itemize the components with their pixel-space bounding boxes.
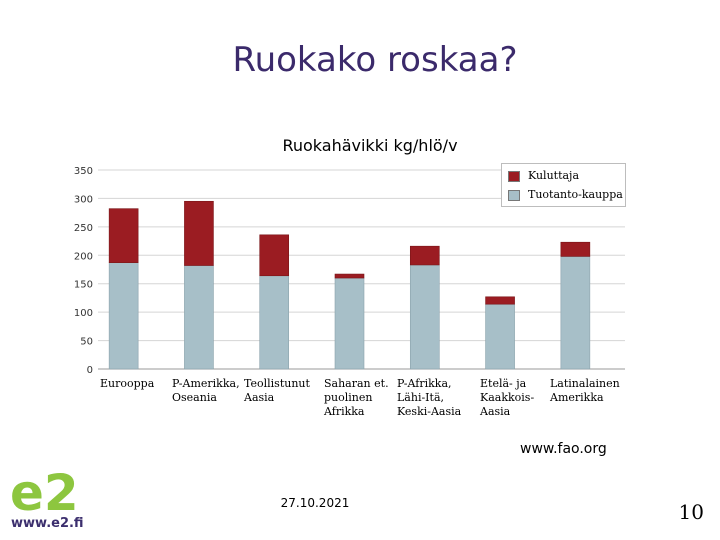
bar-consumer [259,234,290,277]
x-tick-label-line: Lähi-Itä, [397,391,445,404]
y-tick-label: 100 [74,308,93,319]
y-tick-label: 350 [74,166,93,177]
slide-date: 27.10.2021 [280,496,350,510]
x-tick-label-line: Amerikka [550,391,604,404]
bar-consumer [334,273,365,279]
x-tick-label-line: P-Afrikka, [397,377,452,390]
logo-url: www.e2.fi [11,516,84,531]
bar-consumer [108,208,139,263]
x-tick-label-line: Saharan et. [324,377,389,390]
bar-consumer [409,245,440,266]
bar-production [259,275,290,370]
svg-text:e2: e2 [10,464,79,522]
legend-swatch-consumer [508,170,520,182]
x-tick-label-line: Afrikka [324,405,365,418]
source-link[interactable]: www.fao.org [520,441,607,457]
bar-consumer [560,241,591,257]
y-tick-label: 300 [74,194,93,205]
x-tick-label: Teollistunut Aasia [244,377,324,405]
x-tick-label-line: Latinalainen [550,377,620,390]
legend-item-consumer: Kuluttaja [508,169,579,182]
x-tick-label: P-Afrikka, Lähi-Itä, Keski-Aasia [397,377,477,419]
bar-consumer [184,200,214,266]
y-tick-label: 200 [74,251,93,262]
x-tick-label-line: puolinen [324,391,373,404]
slide-title: Ruokako roskaa? [232,40,518,80]
x-tick-label-line: Keski-Aasia [397,405,462,418]
y-tick-label: 250 [74,223,93,234]
x-tick-label-line: Aasia [480,405,511,418]
x-tick-label-line: Oseania [172,391,217,404]
bar-production [184,265,214,370]
bar-production [485,303,515,370]
x-tick-label: Latinalainen Amerikka [550,377,630,405]
x-tick-label: P-Amerikka, Oseania [172,377,252,405]
page-number: 10 [678,500,704,524]
bar-production [108,262,139,370]
e2-logo-icon: e2 [10,464,79,522]
legend-label-consumer: Kuluttaja [528,169,580,182]
x-tick-label-line: Eurooppa [100,377,155,390]
legend-label-production: Tuotanto-kauppa [528,188,623,201]
y-tick-label: 50 [80,337,93,348]
y-tick-label: 150 [74,280,93,291]
bar-production [409,264,440,370]
x-tick-label-line: Teollistunut [244,377,310,390]
x-tick-label-line: Aasia [244,391,275,404]
x-tick-label: Saharan et. puolinen Afrikka [324,377,404,419]
legend-swatch-production [508,189,520,201]
y-tick-label: 0 [87,365,93,376]
chart-legend: Kuluttaja Tuotanto-kauppa [501,163,626,207]
x-tick-label-line: Kaakkois- [480,391,535,404]
x-tick-label-line: P-Amerikka, [172,377,240,390]
bar-production [560,256,591,370]
bar-consumer [485,296,515,305]
x-tick-label: Eurooppa [100,377,180,391]
x-tick-label-line: Etelä- ja [480,377,527,390]
bar-production [334,277,365,370]
chart-title: Ruokahävikki kg/hlö/v [282,136,458,155]
legend-item-production: Tuotanto-kauppa [508,188,623,201]
x-tick-label: Etelä- ja Kaakkois- Aasia [480,377,560,419]
